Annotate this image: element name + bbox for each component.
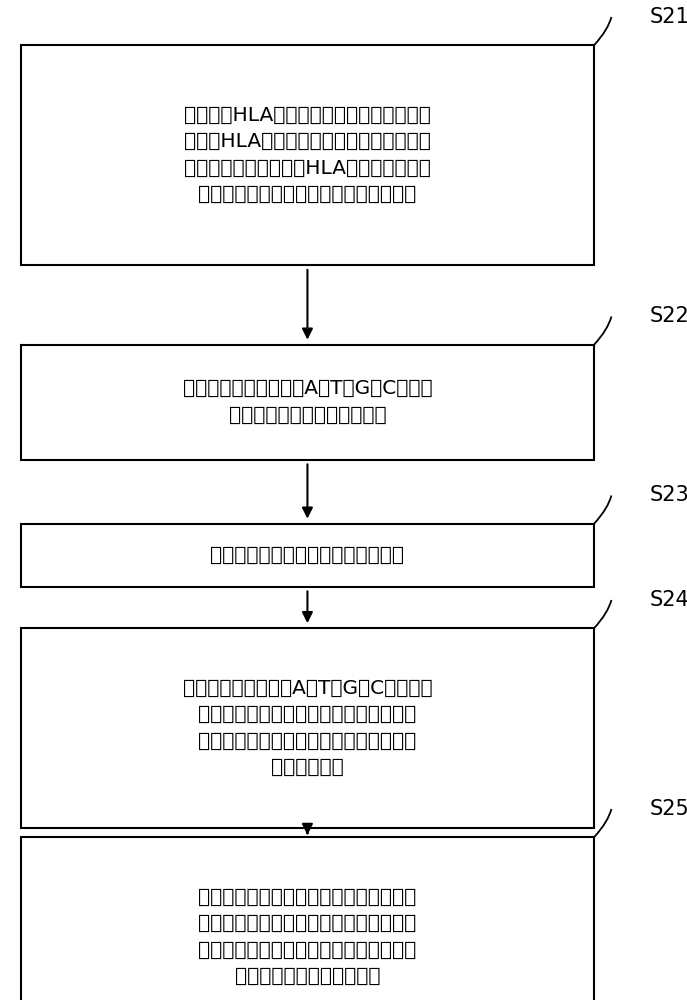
Text: S24: S24 — [649, 590, 687, 610]
Text: 整理非正常碱基位点中A、T、G、C四个碱
基各自信号峰值前后的信号值: 整理非正常碱基位点中A、T、G、C四个碱 基各自信号峰值前后的信号值 — [183, 379, 432, 425]
Text: S21: S21 — [649, 7, 687, 27]
Bar — [21, 628, 594, 828]
Text: 将非正常碱基位点中A、T、G、C四个碱基
各自信号峰值前后的信号值和非正常碱基
位点对应的人群频率作为训练碱基识别模
型的特征参量: 将非正常碱基位点中A、T、G、C四个碱基 各自信号峰值前后的信号值和非正常碱基 … — [183, 679, 432, 777]
Text: 获取非正常碱基位点对应的人群频率: 获取非正常碱基位点对应的人群频率 — [210, 546, 405, 564]
Text: S23: S23 — [649, 486, 687, 505]
Text: 根据判读的非正常碱基位点的最终碱基值
，对包含特征参量的非正常碱基位点的特
征数据进行分类，将分类的特征数据作为
样本数据训练碱基识别模型: 根据判读的非正常碱基位点的最终碱基值 ，对包含特征参量的非正常碱基位点的特 征数… — [199, 888, 416, 986]
Text: 收集历史HLA分型项目中的非正常碱基位点
的序列HLA分型结果和测序峰图，以及根据
非正常碱基位点的序列HLA分型结果和测序
峰图判读的非正常碱基位点的最终碱基: 收集历史HLA分型项目中的非正常碱基位点 的序列HLA分型结果和测序峰图，以及根… — [184, 106, 431, 204]
Bar — [21, 45, 594, 265]
Bar — [21, 837, 594, 1000]
Bar — [21, 344, 594, 460]
Text: S25: S25 — [649, 799, 687, 819]
Text: S22: S22 — [649, 306, 687, 326]
Bar — [21, 524, 594, 586]
